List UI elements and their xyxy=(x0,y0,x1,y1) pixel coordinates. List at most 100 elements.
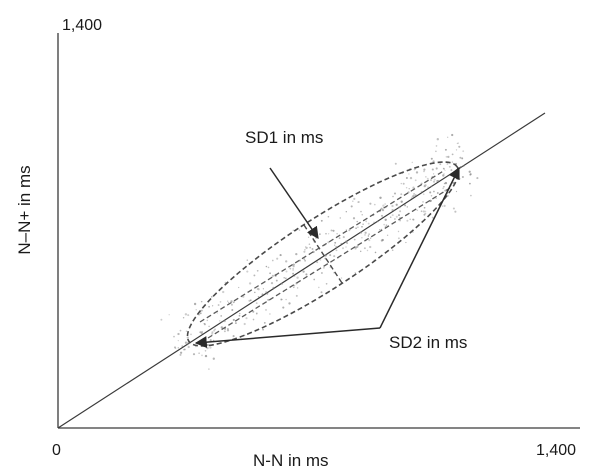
scatter-point xyxy=(305,273,308,276)
scatter-point xyxy=(368,239,371,242)
scatter-point xyxy=(339,217,342,219)
scatter-point xyxy=(422,201,424,203)
scatter-point xyxy=(367,235,370,237)
scatter-point xyxy=(399,210,402,213)
scatter-point xyxy=(435,197,437,199)
scatter-point xyxy=(435,167,438,170)
scatter-point xyxy=(432,160,435,163)
scatter-point xyxy=(416,209,419,212)
scatter-point xyxy=(281,298,283,301)
scatter-point xyxy=(345,241,347,244)
scatter-point xyxy=(431,168,434,171)
scatter-point xyxy=(285,277,287,279)
scatter-point xyxy=(206,319,209,322)
scatter-point xyxy=(435,145,438,147)
scatter-point xyxy=(285,298,287,301)
scatter-point xyxy=(381,216,383,218)
scatter-point xyxy=(174,347,177,349)
scatter-point xyxy=(426,177,429,180)
scatter-point xyxy=(423,170,425,173)
scatter-point xyxy=(441,205,444,207)
scatter-point xyxy=(380,239,384,242)
scatter-point xyxy=(459,166,462,168)
scatter-point xyxy=(269,272,271,275)
scatter-point xyxy=(200,309,203,312)
scatter-point xyxy=(385,224,388,227)
scatter-point xyxy=(348,229,351,232)
scatter-point xyxy=(285,270,288,273)
scatter-point xyxy=(179,351,183,354)
scatter-point xyxy=(345,211,347,213)
scatter-point xyxy=(404,204,407,207)
scatter-point xyxy=(411,195,414,198)
scatter-point xyxy=(411,161,414,164)
scatter-point xyxy=(373,221,375,224)
scatter-point xyxy=(210,295,213,298)
scatter-point xyxy=(442,174,445,177)
scatter-point xyxy=(362,223,364,225)
scatter-point xyxy=(364,234,366,236)
scatter-point xyxy=(320,219,323,222)
scatter-point xyxy=(179,353,182,356)
scatter-point xyxy=(398,206,401,209)
sd1-arrow xyxy=(269,167,319,239)
scatter-point xyxy=(292,263,295,266)
scatter-point xyxy=(380,207,383,210)
scatter-point xyxy=(201,330,204,333)
scatter-point xyxy=(334,244,336,246)
scatter-point xyxy=(422,193,425,196)
scatter-point xyxy=(410,197,413,200)
scatter-point xyxy=(447,155,450,159)
scatter-point xyxy=(400,193,403,196)
scatter-point xyxy=(292,268,294,270)
scatter-point xyxy=(425,176,427,178)
scatter-point xyxy=(424,210,427,213)
scatter-point xyxy=(443,204,446,208)
scatter-point xyxy=(295,294,298,297)
scatter-point xyxy=(227,302,230,304)
scatter-point xyxy=(173,346,177,349)
scatter-point xyxy=(208,305,210,308)
scatter-point xyxy=(213,329,216,332)
scatter-point xyxy=(264,308,268,311)
scatter-point xyxy=(389,216,392,218)
scatter-point xyxy=(327,215,330,218)
scatter-point xyxy=(430,157,433,160)
scatter-point xyxy=(313,278,316,281)
scatter-point xyxy=(303,258,306,260)
scatter-point xyxy=(293,286,295,289)
x-axis-max-label: 1,400 xyxy=(536,442,576,459)
scatter-point xyxy=(254,291,256,294)
scatter-point xyxy=(292,272,294,275)
scatter-point xyxy=(406,219,409,222)
scatter-point xyxy=(350,205,353,208)
scatter-point xyxy=(420,210,423,213)
scatter-point xyxy=(382,204,385,207)
scatter-point xyxy=(335,249,338,252)
scatter-point xyxy=(271,274,275,278)
scatter-point xyxy=(199,331,202,334)
scatter-point xyxy=(415,171,419,174)
scatter-point xyxy=(298,229,301,231)
scatter-point xyxy=(269,313,271,315)
scatter-point xyxy=(424,212,427,215)
scatter-point xyxy=(335,245,338,249)
scatter-point xyxy=(340,277,343,279)
scatter-point xyxy=(369,202,372,205)
scatter-point xyxy=(333,255,336,258)
scatter-point xyxy=(356,245,359,248)
scatter-point xyxy=(398,206,400,208)
sd-ellipse xyxy=(186,161,460,347)
scatter-point xyxy=(303,250,306,253)
scatter-point xyxy=(442,167,445,170)
sd2-axis-line-lower xyxy=(207,187,451,339)
scatter-point xyxy=(211,332,214,336)
scatter-point xyxy=(216,312,219,314)
scatter-point xyxy=(407,191,410,194)
scatter-point xyxy=(447,136,449,138)
scatter-point xyxy=(361,214,363,216)
scatter-point xyxy=(423,185,426,188)
scatter-point xyxy=(361,237,363,239)
scatter-point xyxy=(451,161,454,163)
